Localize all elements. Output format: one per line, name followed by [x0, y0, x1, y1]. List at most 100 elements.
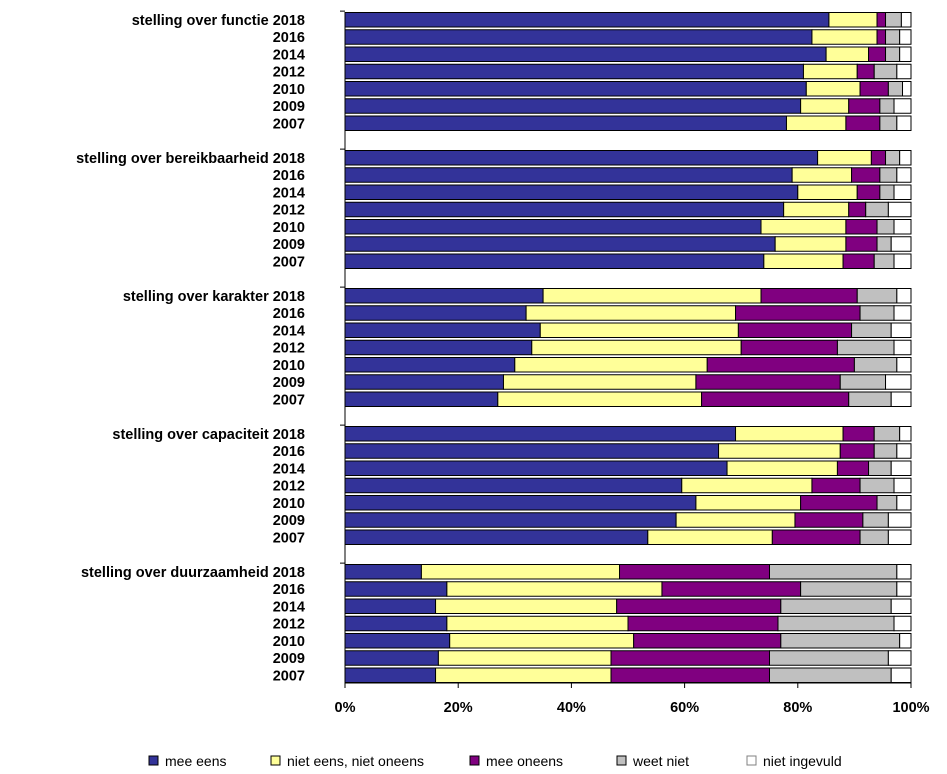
bar-segment-niet-ingevuld [896, 495, 912, 511]
bar-segment-mee-eens [344, 81, 807, 97]
bar-segment-niet-ingevuld [887, 529, 912, 545]
legend: mee eens niet eens, niet oneens mee oneens… [148, 753, 842, 769]
bars-layer [344, 12, 912, 683]
bar-segment-weet-niet [853, 357, 898, 373]
bar-segment-niet-ingevuld [893, 305, 912, 321]
bar-segment-mee-eens [344, 167, 793, 183]
year-label: 2010 [273, 496, 305, 512]
bar-segment-mee-eens [344, 184, 799, 200]
year-label: 2007 [273, 392, 305, 408]
bar-segment-niet-eens-niet-oneens [420, 564, 621, 580]
bar-segment-niet-eens-niet-oneens [695, 495, 802, 511]
bar-segment-niet-eens-niet-oneens [681, 477, 813, 494]
bar-segment-niet-ingevuld [893, 339, 912, 356]
legend-swatch [148, 755, 159, 766]
group-label: stelling over capaciteit 2018 [112, 427, 305, 443]
bar-segment-weet-niet [865, 201, 889, 218]
bar-segment-niet-eens-niet-oneens [726, 460, 838, 476]
bar-segment-niet-ingevuld [893, 615, 912, 632]
bar-segment-weet-niet [885, 150, 901, 166]
year-label: 2010 [273, 220, 305, 236]
y-axis-labels: stelling over functie 201820162014201220… [76, 13, 305, 685]
bar-segment-weet-niet [800, 581, 898, 597]
x-tick-label: 60% [670, 700, 699, 716]
bar-segment-niet-ingevuld [900, 12, 912, 28]
bar-segment-niet-eens-niet-oneens [446, 615, 629, 632]
bar-segment-mee-oneens [845, 219, 878, 235]
year-label: 2009 [273, 513, 305, 529]
bar-segment-niet-ingevuld [890, 598, 912, 614]
year-label: 2009 [273, 99, 305, 115]
bar-segment-weet-niet [780, 633, 901, 649]
bar-segment-mee-eens [344, 477, 683, 494]
legend-swatch [469, 755, 480, 766]
x-tick-label: 100% [892, 700, 929, 716]
bar-segment-niet-ingevuld [893, 219, 912, 235]
bar-segment-niet-ingevuld [902, 81, 912, 97]
bar-segment-mee-oneens [695, 374, 841, 390]
year-label: 2012 [273, 341, 305, 357]
year-label: 2016 [273, 582, 305, 598]
bar-segment-weet-niet [873, 253, 895, 269]
bar-segment-weet-niet [780, 598, 892, 614]
bar-segment-mee-eens [344, 357, 516, 373]
bar-segment-mee-oneens [619, 564, 771, 580]
bar-segment-niet-eens-niet-oneens [802, 63, 858, 80]
year-label: 2009 [273, 375, 305, 391]
bar-segment-niet-eens-niet-oneens [437, 650, 612, 666]
bar-segment-mee-oneens [856, 63, 875, 80]
bar-segment-niet-ingevuld [893, 184, 912, 200]
bar-segment-weet-niet [879, 98, 895, 114]
bar-segment-niet-eens-niet-oneens [735, 426, 844, 442]
bar-segment-mee-oneens [661, 581, 802, 597]
bar-segment-weet-niet [876, 219, 895, 235]
bar-segment-mee-oneens [706, 357, 855, 373]
year-label: 2009 [273, 237, 305, 253]
bar-segment-niet-ingevuld [893, 98, 912, 114]
group-label: stelling over karakter 2018 [123, 289, 305, 305]
bar-segment-weet-niet [885, 46, 901, 62]
bar-segment-mee-oneens [794, 512, 864, 528]
bar-segment-niet-eens-niet-oneens [811, 29, 878, 45]
bar-segment-weet-niet [851, 322, 892, 338]
year-label: 2014 [273, 461, 305, 477]
bar-segment-weet-niet [862, 512, 889, 528]
year-label: 2016 [273, 306, 305, 322]
bar-segment-mee-eens [344, 598, 437, 614]
bar-segment-niet-ingevuld [893, 477, 912, 494]
bar-segment-weet-niet [873, 443, 898, 459]
bar-segment-niet-eens-niet-oneens [497, 391, 703, 407]
bar-segment-niet-eens-niet-oneens [774, 236, 847, 252]
bar-segment-mee-oneens [610, 667, 771, 683]
bar-segment-mee-eens [344, 495, 697, 511]
bar-segment-niet-eens-niet-oneens [828, 12, 878, 28]
legend-label: niet ingevuld [763, 753, 842, 769]
x-tick-label: 80% [783, 700, 812, 716]
bar-segment-mee-eens [344, 305, 527, 321]
legend-label: niet eens, niet oneens [287, 753, 424, 769]
year-label: 2012 [273, 65, 305, 81]
year-label: 2012 [273, 617, 305, 633]
year-label: 2009 [273, 651, 305, 667]
bar-segment-mee-eens [344, 322, 541, 338]
bar-segment-mee-eens [344, 115, 787, 131]
bar-segment-mee-oneens [851, 167, 881, 183]
bar-segment-niet-eens-niet-oneens [800, 98, 850, 114]
legend-swatch [270, 755, 281, 766]
bar-segment-mee-eens [344, 236, 776, 252]
bar-segment-weet-niet [856, 288, 898, 304]
bar-segment-mee-eens [344, 374, 504, 390]
year-label: 2014 [273, 323, 305, 339]
bar-segment-weet-niet [868, 460, 892, 476]
bar-segment-mee-eens [344, 633, 451, 649]
bar-segment-mee-oneens [633, 633, 782, 649]
bar-segment-mee-oneens [870, 150, 887, 166]
bar-segment-weet-niet [769, 667, 892, 683]
bar-segment-mee-oneens [842, 253, 875, 269]
bar-segment-mee-oneens [771, 529, 861, 545]
bar-segment-mee-eens [344, 581, 448, 597]
bar-segment-niet-eens-niet-oneens [675, 512, 796, 528]
legend-label: weet niet [632, 753, 689, 769]
bar-segment-mee-oneens [848, 201, 867, 218]
bar-segment-weet-niet [879, 167, 898, 183]
